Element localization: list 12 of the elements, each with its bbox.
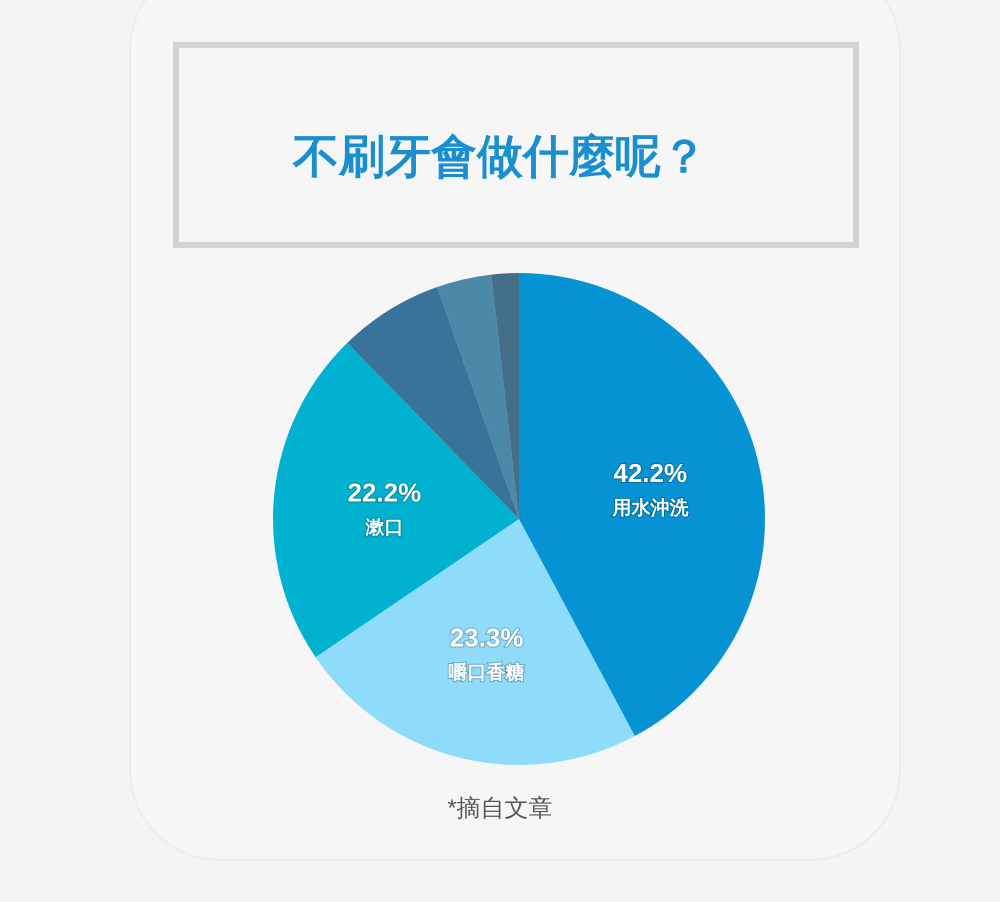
pie-slice [316,519,635,765]
data-label: 42.2% [613,458,688,488]
slice-label: 用水沖洗 [611,497,690,520]
text: *摘自文章 [447,795,553,822]
slice-label: 漱口 [364,517,404,538]
data-label: 23.3% [450,622,524,652]
pie-slice [491,273,519,519]
pie-slice [437,274,519,519]
pie-slice [347,287,519,519]
data-label: 22.2% [348,477,422,508]
chart-title: 不刷牙會做什麼呢？ [292,130,707,182]
slice-label: 嚼口香糖 [448,661,525,684]
